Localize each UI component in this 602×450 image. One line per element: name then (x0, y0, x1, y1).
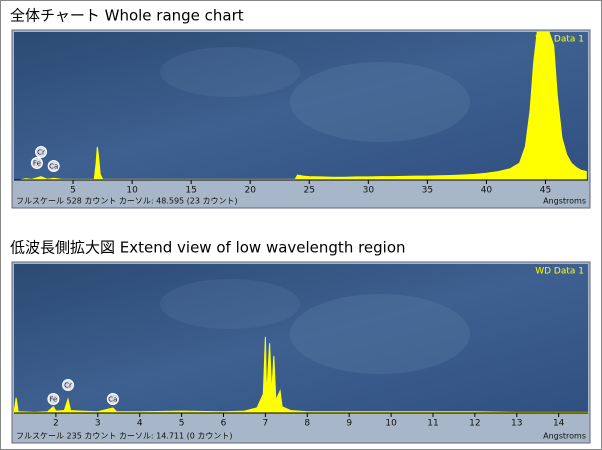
marker-label: Fe (49, 396, 57, 404)
x-axis-label: Angstroms (543, 432, 586, 441)
cloud (160, 279, 300, 329)
x-tick-label: 7 (263, 419, 269, 429)
plot-area (14, 32, 588, 180)
x-tick-label: 15 (185, 186, 196, 196)
element-marker: Ca (47, 160, 60, 172)
marker-badge (35, 146, 48, 158)
x-axis-label: Angstroms (543, 197, 586, 206)
cloud (290, 294, 470, 374)
x-tick-label: 11 (427, 419, 438, 429)
x-tick-label: 25 (304, 186, 315, 196)
x-tick-label: 10 (126, 186, 138, 196)
marker-label: Ca (49, 163, 58, 171)
x-tick-label: 40 (481, 186, 493, 196)
footer-status: フルスケール 235 カウント カーソル: 14.711 (0 カウント) (16, 432, 233, 441)
element-marker: Cr (62, 379, 75, 391)
x-tick-label: 4 (137, 419, 143, 429)
marker-badge (62, 379, 75, 391)
legend-label: WD Data 1 (535, 35, 584, 45)
x-tick-label: 8 (304, 419, 310, 429)
x-tick-label: 2 (53, 419, 59, 429)
x-tick-label: 9 (346, 419, 352, 429)
marker-badge (47, 160, 60, 172)
element-marker: Fe (30, 157, 43, 169)
cloud (160, 47, 300, 97)
element-marker: Fe (47, 393, 60, 405)
x-tick-label: 13 (511, 419, 522, 429)
x-tick-label: 10 (385, 419, 397, 429)
marker-badge (106, 393, 119, 405)
spectrum-line (19, 31, 587, 181)
x-tick-label: 45 (540, 186, 551, 196)
x-tick-label: 30 (363, 186, 375, 196)
element-marker: Cr (35, 146, 48, 158)
plot-area (14, 264, 588, 413)
chart-title: 低波長側拡大図 Extend view of low wavelength re… (10, 239, 406, 257)
area-fill (19, 32, 587, 180)
x-tick-label: 35 (422, 186, 433, 196)
element-marker: Ca (106, 393, 119, 405)
marker-badge (30, 157, 43, 169)
x-tick-label: 6 (221, 419, 227, 429)
x-tick-label: 20 (244, 186, 256, 196)
marker-label: Fe (33, 160, 41, 168)
marker-label: Ca (108, 396, 117, 404)
marker-label: Cr (64, 382, 72, 390)
chart-title: 全体チャート Whole range chart (10, 7, 244, 25)
footer-status: フルスケール 528 カウント カーソル: 48.595 (23 カウント) (16, 197, 238, 206)
x-tick-label: 14 (553, 419, 565, 429)
x-tick-label: 3 (95, 419, 101, 429)
marker-badge (47, 393, 60, 405)
legend-label: WD Data 1 (535, 267, 584, 277)
x-tick-label: 5 (70, 186, 76, 196)
marker-label: Cr (37, 149, 45, 157)
x-tick-label: 12 (469, 419, 480, 429)
x-tick-label: 5 (179, 419, 185, 429)
spectrum-line (13, 336, 588, 414)
cloud (290, 62, 470, 142)
